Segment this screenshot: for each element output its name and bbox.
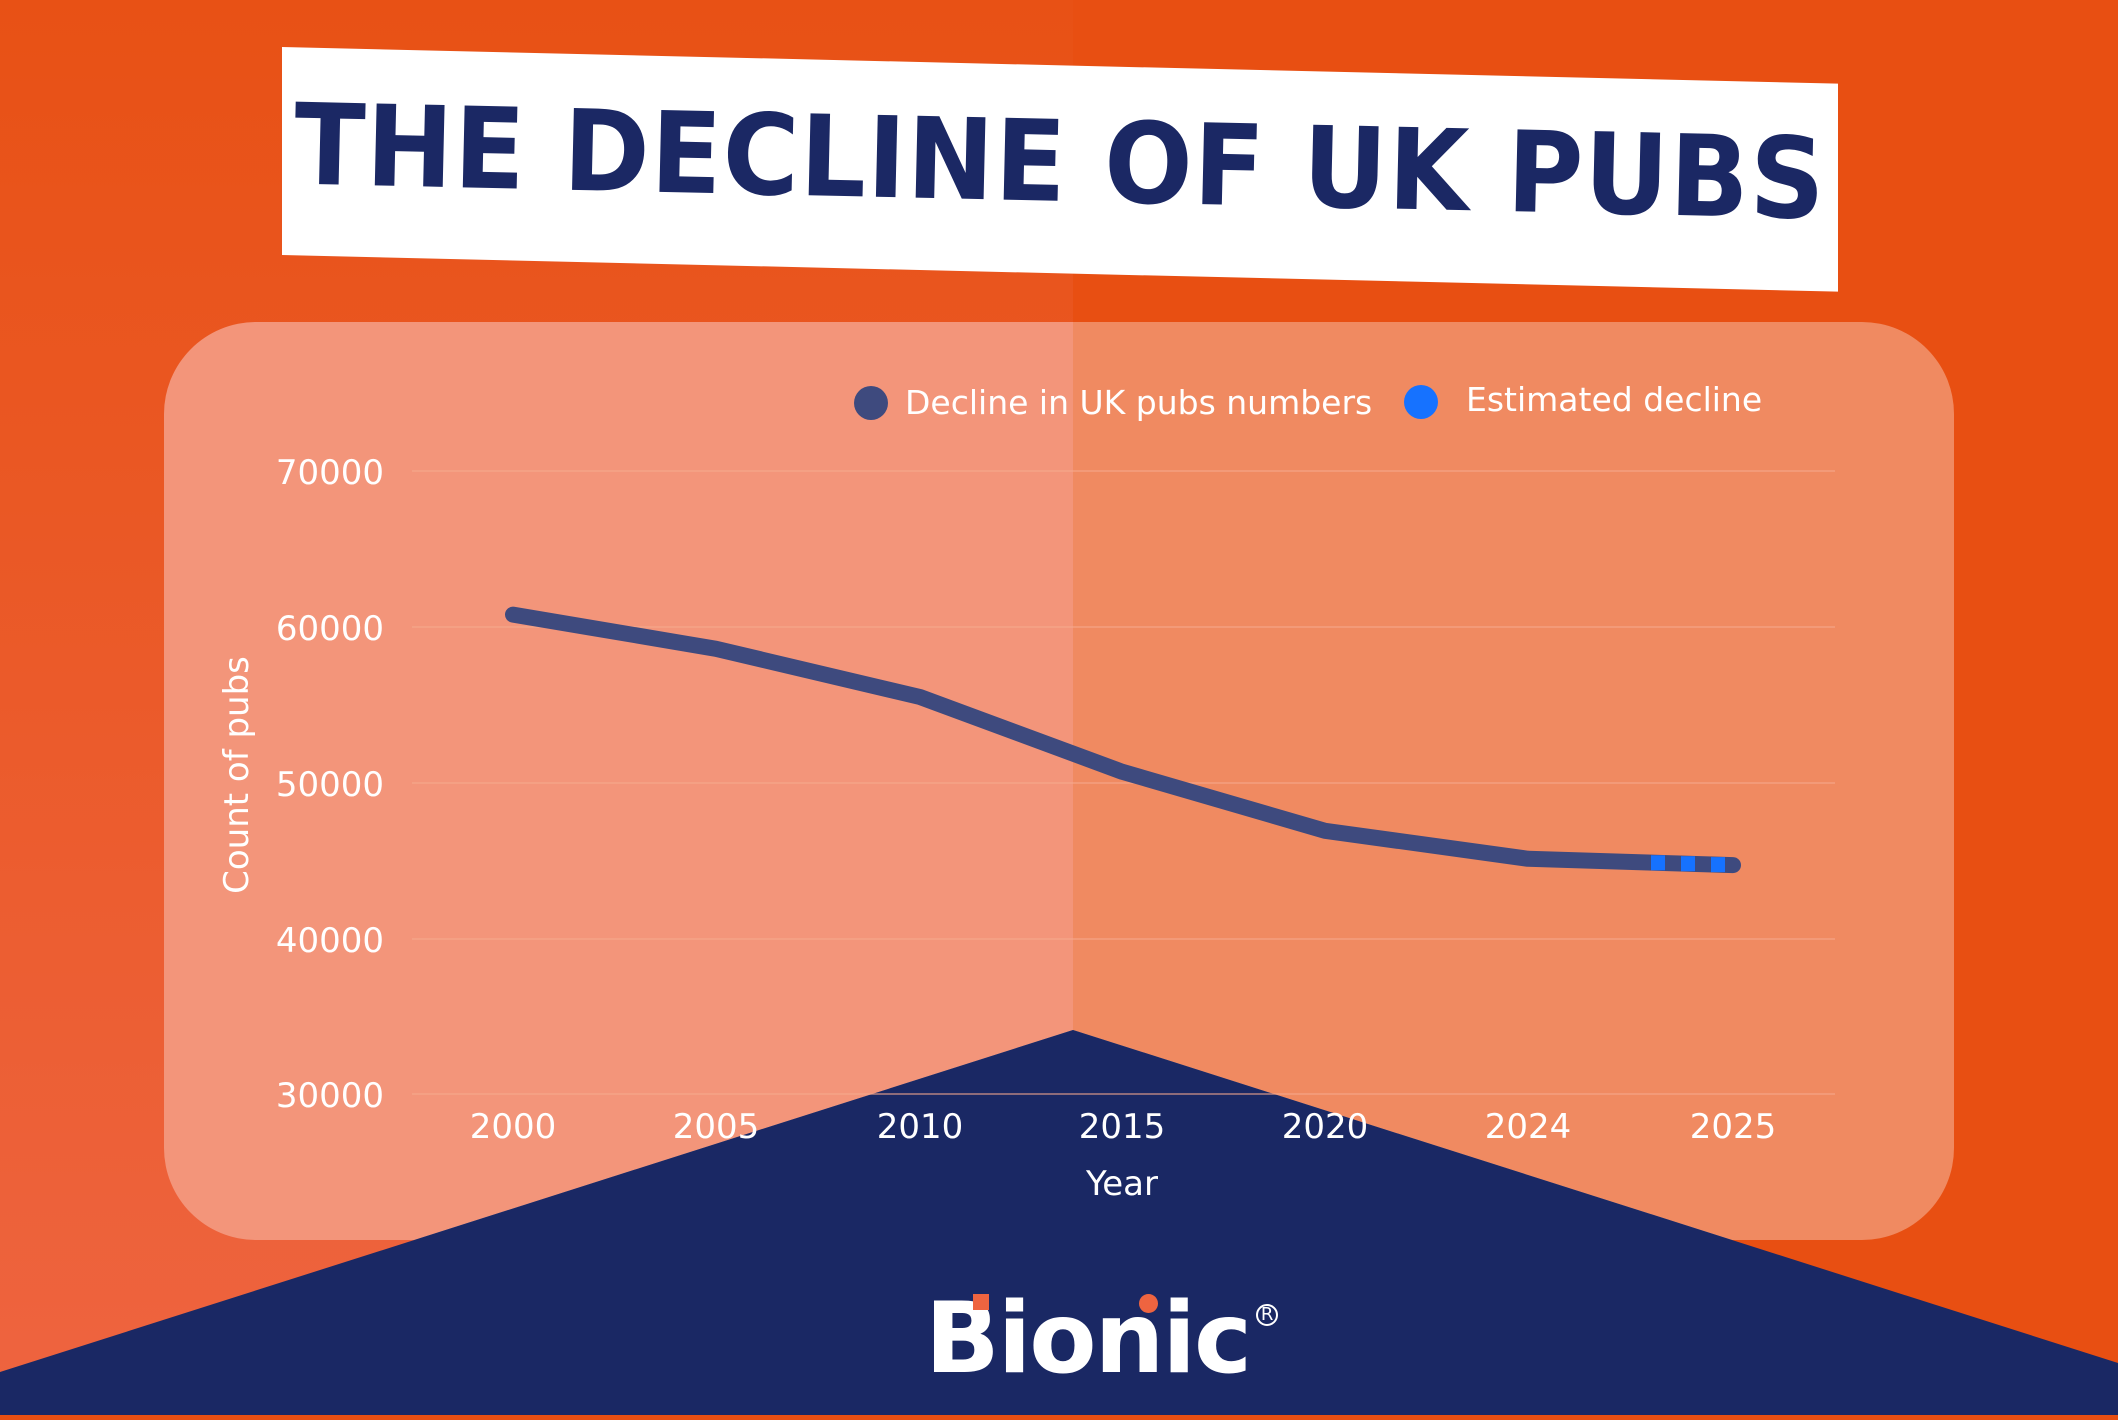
x-tick: 2025 [1690,1107,1777,1147]
x-tick: 2005 [673,1107,760,1147]
x-axis-label: Year [1085,1164,1158,1204]
y-tick: 50000 [276,765,384,805]
brand-wordmark: Bionic [925,1290,1252,1388]
x-tick: 2000 [470,1107,557,1147]
x-tick: 2015 [1079,1107,1166,1147]
x-axis: 2000 2005 2010 2015 2020 2024 2025 Year [470,1107,1777,1204]
page-title: THE DECLINE OF UK PUBS [292,78,1828,246]
y-tick: 40000 [276,921,384,961]
brand-square-icon [973,1294,989,1310]
legend-marker-estimate-icon [1404,385,1438,419]
legend: Decline in UK pubs numbers Estimated dec… [854,380,1762,422]
series-line-estimate [1651,855,1725,873]
legend-label-actual: Decline in UK pubs numbers [905,383,1372,422]
navy-triangle [0,1030,2118,1415]
legend-label-estimate: Estimated decline [1466,380,1762,419]
x-tick: 2020 [1282,1107,1369,1147]
y-axis: 70000 60000 50000 40000 30000 Count of p… [217,453,384,1116]
y-tick: 30000 [276,1076,384,1116]
estimate-marker [1711,857,1725,873]
estimate-marker [1651,855,1665,871]
brand-logo: Bionic R [925,1288,1279,1388]
registered-trademark-icon: R [1256,1304,1279,1326]
y-tick: 70000 [276,453,384,493]
series-line-actual [505,606,1741,874]
gridlines [412,470,1835,1095]
x-tick: 2024 [1485,1107,1572,1147]
y-tick: 60000 [276,609,384,649]
legend-marker-actual-icon [854,386,888,420]
estimate-marker [1681,856,1695,872]
y-axis-label: Count of pubs [217,656,257,894]
brand-dot-icon [1139,1294,1158,1313]
x-tick: 2010 [877,1107,964,1147]
